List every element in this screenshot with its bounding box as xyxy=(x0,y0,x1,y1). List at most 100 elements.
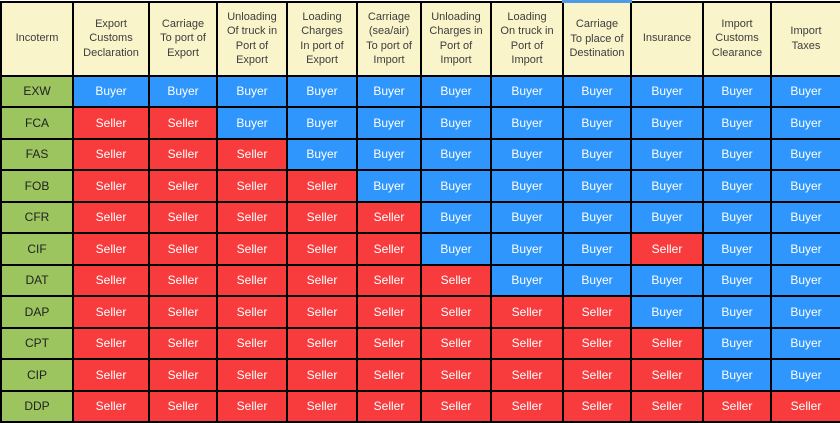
responsibility-cell: Seller xyxy=(148,263,218,297)
responsibility-cell: Seller xyxy=(72,389,150,423)
responsibility-cell: Seller xyxy=(286,232,358,266)
responsibility-cell: Buyer xyxy=(356,106,422,140)
incoterm-label: FAS xyxy=(0,137,74,171)
responsibility-cell: Seller xyxy=(356,358,422,392)
header-row: Incoterm Export Customs Declaration Carri… xyxy=(0,0,840,77)
responsibility-cell: Buyer xyxy=(770,358,840,392)
responsibility-cell: Seller xyxy=(420,295,492,329)
responsibility-cell: Buyer xyxy=(216,106,288,140)
incoterm-label: FOB xyxy=(0,169,74,203)
responsibility-cell: Seller xyxy=(216,389,288,423)
responsibility-cell: Seller xyxy=(420,263,492,297)
responsibility-cell: Buyer xyxy=(702,106,772,140)
responsibility-cell: Seller xyxy=(72,295,150,329)
responsibility-cell: Buyer xyxy=(562,200,632,234)
column-header: Insurance xyxy=(630,0,704,77)
responsibility-cell: Buyer xyxy=(420,232,492,266)
column-header: Carriage (sea/air) To port of Import xyxy=(356,0,422,77)
responsibility-cell: Seller xyxy=(702,389,772,423)
responsibility-cell: Seller xyxy=(630,232,704,266)
responsibility-cell: Buyer xyxy=(770,137,840,171)
incoterm-label: CFR xyxy=(0,200,74,234)
responsibility-cell: Seller xyxy=(216,295,288,329)
column-header: Loading On truck in Port of Import xyxy=(490,0,564,77)
responsibility-cell: Seller xyxy=(286,295,358,329)
responsibility-cell: Seller xyxy=(490,326,564,360)
column-header: Carriage To place of Destination xyxy=(562,0,632,77)
responsibility-cell: Buyer xyxy=(630,263,704,297)
responsibility-cell: Seller xyxy=(72,326,150,360)
responsibility-cell: Seller xyxy=(72,358,150,392)
responsibility-cell: Buyer xyxy=(356,169,422,203)
responsibility-cell: Buyer xyxy=(286,137,358,171)
responsibility-cell: Seller xyxy=(148,200,218,234)
responsibility-cell: Buyer xyxy=(630,169,704,203)
responsibility-cell: Buyer xyxy=(562,169,632,203)
responsibility-cell: Buyer xyxy=(490,232,564,266)
responsibility-cell: Buyer xyxy=(702,169,772,203)
responsibility-cell: Seller xyxy=(286,200,358,234)
responsibility-cell: Seller xyxy=(148,326,218,360)
responsibility-cell: Seller xyxy=(490,389,564,423)
responsibility-cell: Buyer xyxy=(770,74,840,108)
responsibility-cell: Seller xyxy=(72,232,150,266)
responsibility-cell: Seller xyxy=(356,389,422,423)
responsibility-cell: Seller xyxy=(72,137,150,171)
responsibility-cell: Seller xyxy=(148,106,218,140)
responsibility-cell: Buyer xyxy=(490,263,564,297)
responsibility-cell: Buyer xyxy=(702,295,772,329)
responsibility-cell: Seller xyxy=(420,358,492,392)
responsibility-cell: Seller xyxy=(148,389,218,423)
responsibility-cell: Buyer xyxy=(770,232,840,266)
incoterm-label: FCA xyxy=(0,106,74,140)
responsibility-cell: Seller xyxy=(356,200,422,234)
responsibility-cell: Buyer xyxy=(702,200,772,234)
incoterm-label: DAT xyxy=(0,263,74,297)
responsibility-cell: Buyer xyxy=(420,200,492,234)
responsibility-cell: Seller xyxy=(286,358,358,392)
responsibility-cell: Buyer xyxy=(356,74,422,108)
responsibility-cell: Buyer xyxy=(702,137,772,171)
responsibility-cell: Seller xyxy=(148,358,218,392)
responsibility-cell: Seller xyxy=(770,389,840,423)
responsibility-cell: Seller xyxy=(562,358,632,392)
responsibility-cell: Buyer xyxy=(630,200,704,234)
responsibility-cell: Buyer xyxy=(490,74,564,108)
responsibility-cell: Seller xyxy=(286,326,358,360)
table-row: DDP Seller Seller Seller Seller Seller Seller S… xyxy=(0,389,840,423)
responsibility-cell: Seller xyxy=(630,358,704,392)
responsibility-cell: Buyer xyxy=(770,169,840,203)
responsibility-cell: Buyer xyxy=(770,295,840,329)
table-row: FCA Seller Seller Buyer Buyer Buyer Buyer Buyer… xyxy=(0,106,840,140)
responsibility-cell: Buyer xyxy=(420,106,492,140)
responsibility-cell: Seller xyxy=(490,358,564,392)
responsibility-cell: Buyer xyxy=(702,326,772,360)
column-header: Import Taxes xyxy=(770,0,840,77)
responsibility-cell: Seller xyxy=(148,137,218,171)
responsibility-cell: Buyer xyxy=(630,106,704,140)
table-row: CPT Seller Seller Seller Seller Seller Seller S… xyxy=(0,326,840,360)
incoterm-label: DDP xyxy=(0,389,74,423)
responsibility-cell: Buyer xyxy=(562,106,632,140)
responsibility-cell: Seller xyxy=(72,169,150,203)
responsibility-cell: Seller xyxy=(420,389,492,423)
incoterm-label: CPT xyxy=(0,326,74,360)
responsibility-cell: Buyer xyxy=(420,74,492,108)
responsibility-cell: Seller xyxy=(356,326,422,360)
responsibility-cell: Buyer xyxy=(702,263,772,297)
responsibility-cell: Buyer xyxy=(420,137,492,171)
responsibility-cell: Seller xyxy=(148,169,218,203)
incoterm-label: CIP xyxy=(0,358,74,392)
table-header: Incoterm Export Customs Declaration Carri… xyxy=(0,0,840,77)
responsibility-cell: Seller xyxy=(72,200,150,234)
responsibility-cell: Buyer xyxy=(630,137,704,171)
table-row: DAP Seller Seller Seller Seller Seller Seller S… xyxy=(0,295,840,329)
responsibility-cell: Seller xyxy=(216,232,288,266)
responsibility-cell: Buyer xyxy=(770,200,840,234)
responsibility-cell: Buyer xyxy=(702,74,772,108)
responsibility-cell: Buyer xyxy=(72,74,150,108)
responsibility-cell: Buyer xyxy=(356,137,422,171)
table-row: EXW Buyer Buyer Buyer Buyer Buyer Buyer Buyer Bu… xyxy=(0,74,840,108)
responsibility-cell: Seller xyxy=(562,389,632,423)
